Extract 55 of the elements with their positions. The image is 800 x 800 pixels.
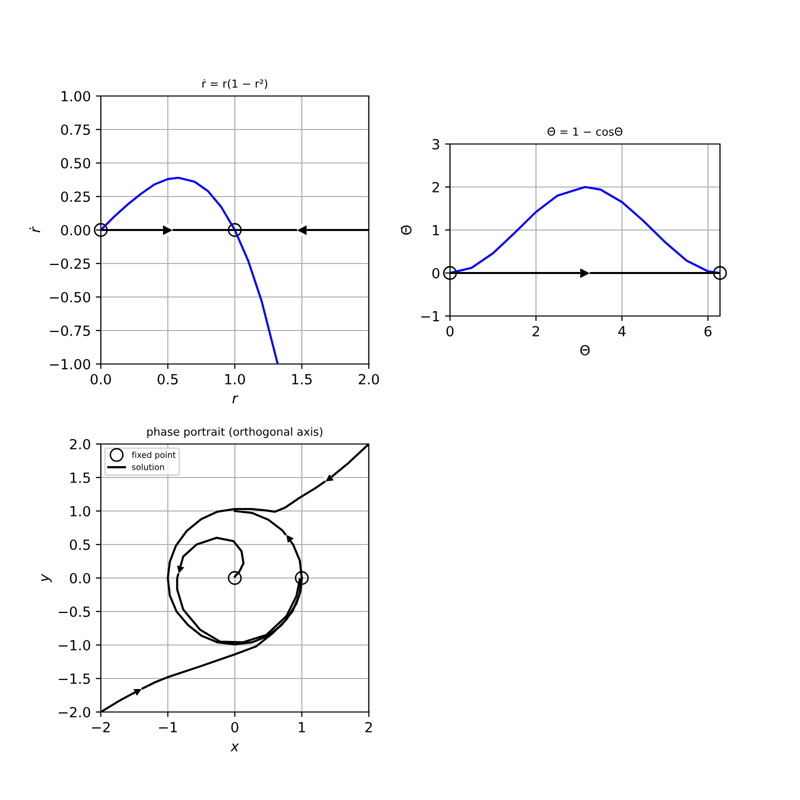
y-tick-label: 1.5 xyxy=(70,472,90,483)
y-tick-label: 0.5 xyxy=(70,539,90,550)
annotation: ▶ xyxy=(163,225,173,235)
y-tick-label: 2.0 xyxy=(70,438,90,450)
y-tick-label: −1.5 xyxy=(58,674,90,684)
y-tick-label: 3 xyxy=(432,138,440,150)
y-tick-label: 1.00 xyxy=(62,90,90,102)
x-tick-label: 0 xyxy=(446,326,454,336)
annotation: ▶ xyxy=(580,268,590,278)
annotation: ▶ xyxy=(133,686,144,696)
x-tick-label: 0 xyxy=(231,722,238,732)
x-axis-title: Θ xyxy=(580,344,590,356)
y-tick-label: 0.75 xyxy=(61,124,90,135)
x-tick-label: 1 xyxy=(298,722,305,732)
y-tick-label: −1.0 xyxy=(58,640,90,650)
x-tick-label: 1.5 xyxy=(292,374,312,384)
y-tick-label: 1.0 xyxy=(70,506,90,516)
y-tick-label: −0.25 xyxy=(50,258,90,269)
x-axis-title: x xyxy=(230,744,240,752)
y-tick-label: 0.0 xyxy=(70,572,90,584)
y-axis-title: y xyxy=(41,574,52,582)
y-tick-label: −0.50 xyxy=(50,292,90,302)
y-tick-label: 0.00 xyxy=(61,224,90,236)
y-tick-label: −2.0 xyxy=(58,706,90,718)
x-tick-label: −1 xyxy=(159,722,177,732)
chart-title: ṙ = r(1 − r²) xyxy=(202,79,268,90)
y-axis-title: ṙ xyxy=(30,226,40,232)
y-tick-label: 0.25 xyxy=(61,191,90,202)
annotation: ◀ xyxy=(297,225,307,235)
x-tick-label: 0.0 xyxy=(90,374,111,384)
y-tick-label: 1 xyxy=(432,225,439,236)
x-tick-label: 6 xyxy=(704,326,712,336)
y-tick-label: 2 xyxy=(432,182,439,192)
y-tick-label: −0.75 xyxy=(50,325,90,336)
chart-title: phase portrait (orthogonal axis) xyxy=(147,427,322,438)
y-tick-label: −0.5 xyxy=(58,606,90,617)
x-tick-label: 2 xyxy=(365,722,372,732)
legend-label: fixed point xyxy=(132,452,176,460)
y-tick-label: −1.00 xyxy=(50,358,90,370)
y-axis-title: Θ̇ xyxy=(400,225,412,235)
x-tick-label: −2 xyxy=(92,722,110,732)
legend-label: solution xyxy=(132,464,164,470)
x-tick-label: 4 xyxy=(618,326,626,336)
y-tick-label: −1 xyxy=(421,311,439,322)
annotation: ▶ xyxy=(323,474,334,485)
annotation: ▶ xyxy=(283,532,294,543)
x-tick-label: 1.0 xyxy=(225,374,245,384)
x-tick-label: 2 xyxy=(532,326,540,336)
x-tick-label: 0.5 xyxy=(158,374,178,384)
chart-title: Θ̇ = 1 − cosΘ xyxy=(548,127,622,136)
y-tick-label: 0 xyxy=(432,268,440,278)
y-tick-label: 0.50 xyxy=(61,158,90,168)
annotation: ▶ xyxy=(175,565,184,574)
x-axis-title: r xyxy=(232,395,238,404)
x-tick-label: 2.0 xyxy=(358,374,379,384)
